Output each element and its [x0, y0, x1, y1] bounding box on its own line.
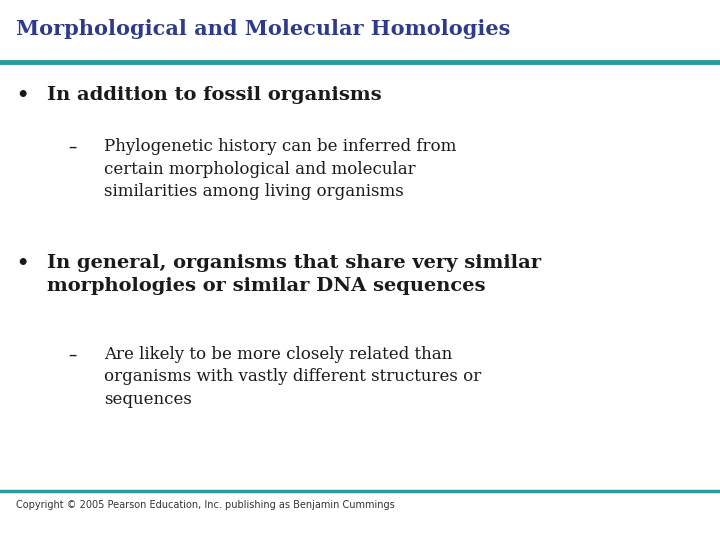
Text: In addition to fossil organisms: In addition to fossil organisms — [47, 86, 382, 104]
Text: In general, organisms that share very similar
morphologies or similar DNA sequen: In general, organisms that share very si… — [47, 254, 541, 295]
Text: •: • — [16, 86, 28, 105]
Text: Are likely to be more closely related than
organisms with vastly different struc: Are likely to be more closely related th… — [104, 346, 482, 408]
Text: Phylogenetic history can be inferred from
certain morphological and molecular
si: Phylogenetic history can be inferred fro… — [104, 138, 456, 200]
Text: –: – — [68, 138, 77, 156]
Text: •: • — [16, 254, 28, 273]
Text: Morphological and Molecular Homologies: Morphological and Molecular Homologies — [16, 19, 510, 39]
Text: Copyright © 2005 Pearson Education, Inc. publishing as Benjamin Cummings: Copyright © 2005 Pearson Education, Inc.… — [16, 500, 395, 510]
Text: –: – — [68, 346, 77, 363]
